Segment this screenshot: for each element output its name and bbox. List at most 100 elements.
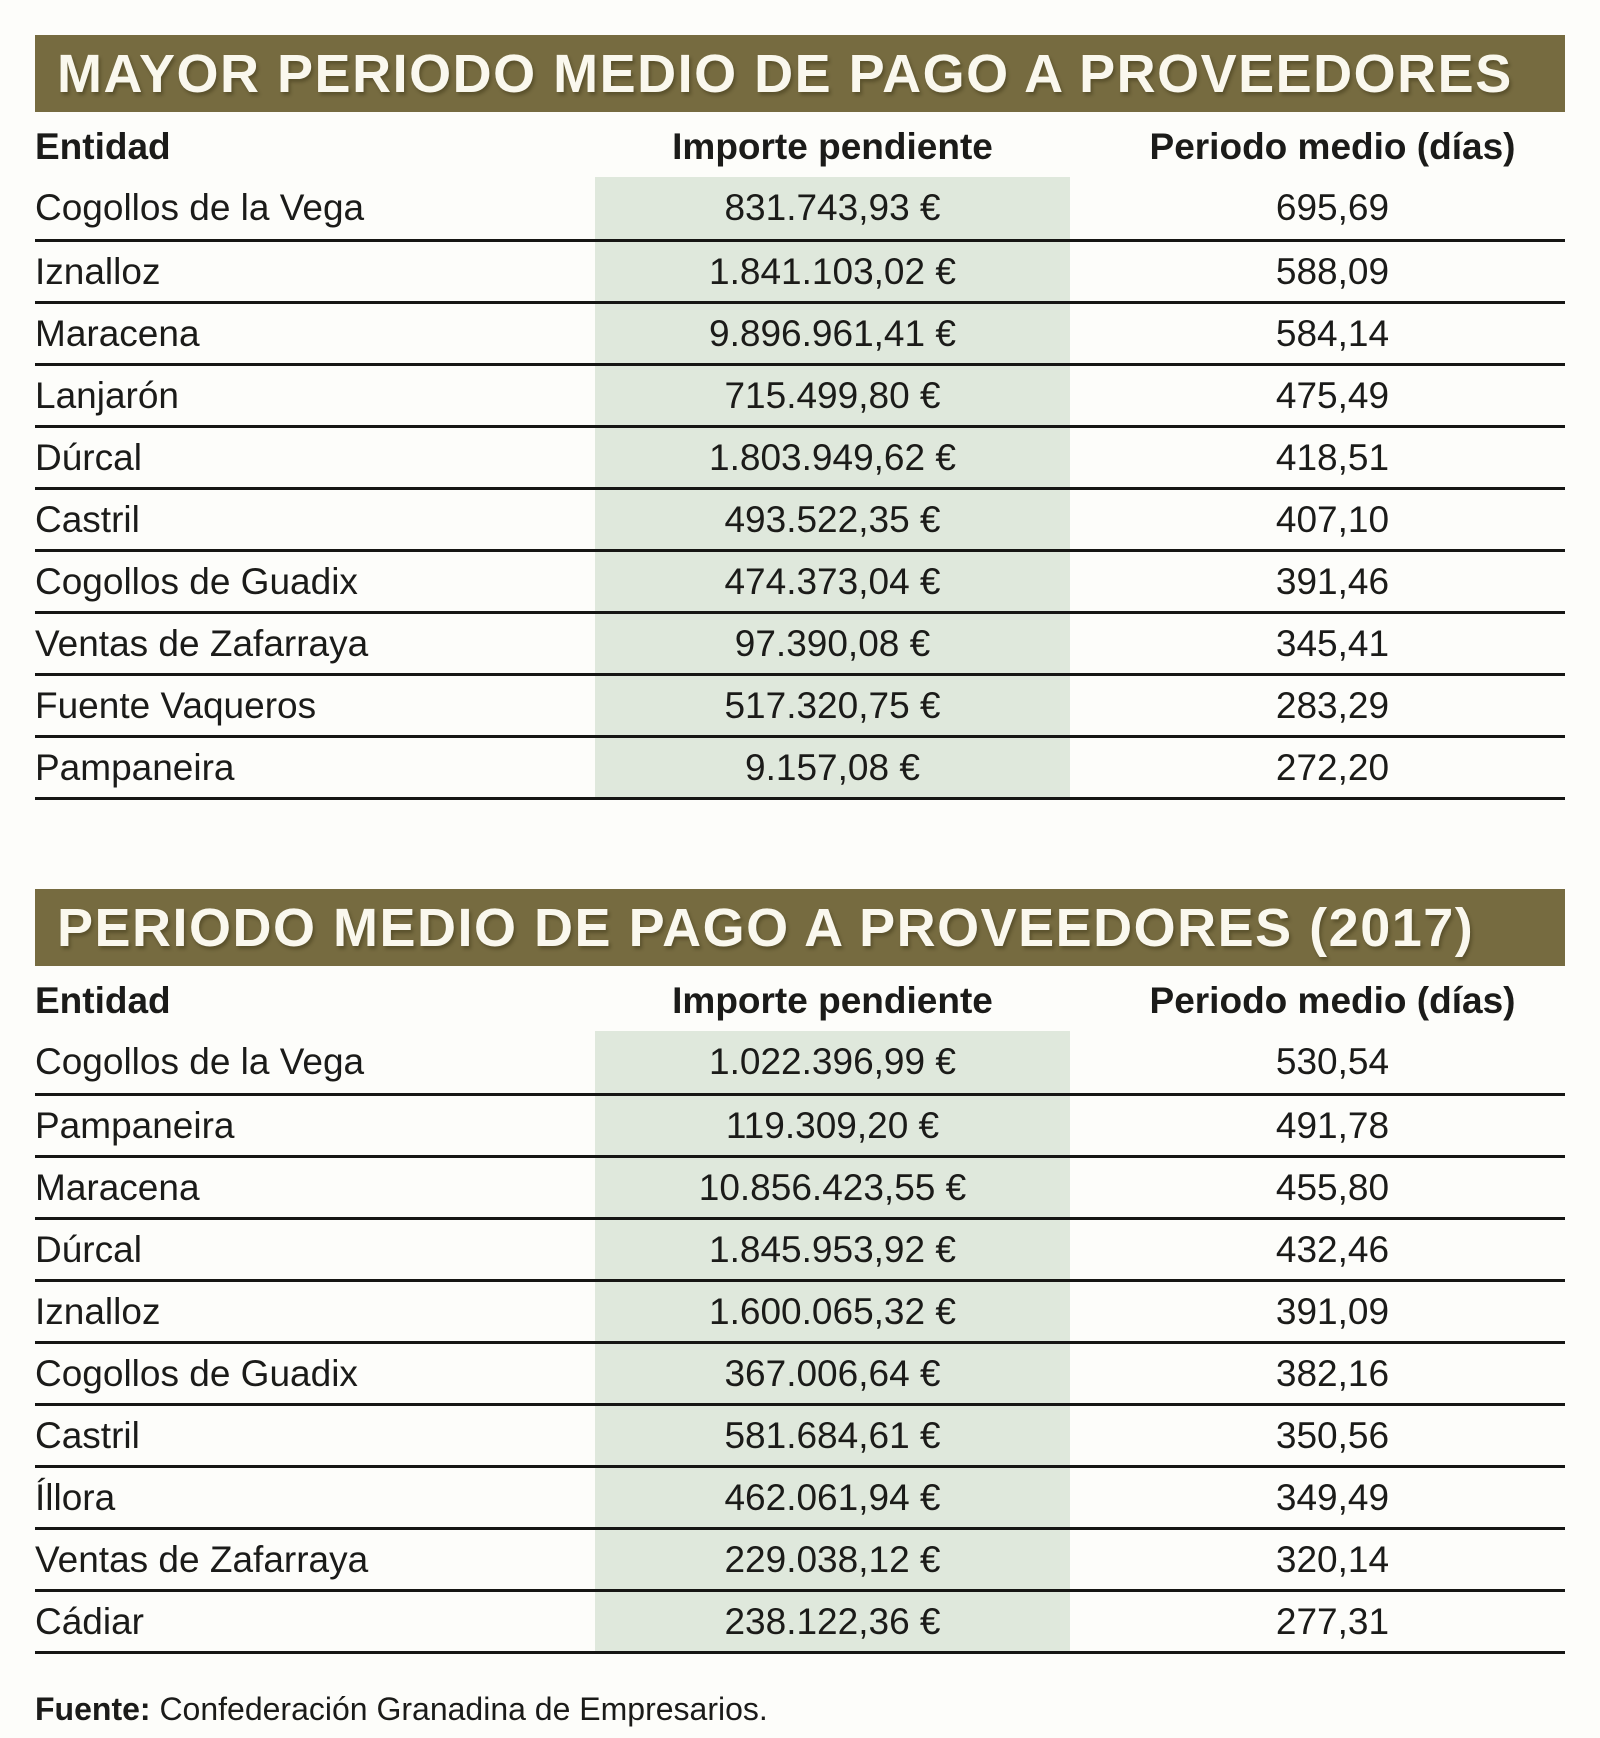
cell-periodo-medio: 432,46 — [1275, 1228, 1390, 1270]
cell-importe-pendiente: 493.522,35 € — [595, 490, 1070, 549]
cell-entidad: Iznalloz — [35, 250, 161, 292]
cell-periodo-medio: 695,69 — [1275, 187, 1390, 228]
cell-periodo-medio: 277,31 — [1275, 1600, 1390, 1642]
cell-periodo-medio: 283,29 — [1275, 684, 1390, 726]
table-row: Lanjarón 715.499,80 € 475,49 — [35, 363, 1565, 425]
table-periodo-2017: PERIODO MEDIO DE PAGO A PROVEEDORES (201… — [35, 889, 1565, 1654]
table2-column-headers: Entidad Importe pendiente Periodo medio … — [35, 966, 1565, 1031]
cell-importe-pendiente: 1.022.396,99 € — [595, 1031, 1070, 1093]
cell-periodo-medio: 349,49 — [1275, 1476, 1390, 1518]
cell-periodo-medio: 588,09 — [1275, 250, 1390, 292]
cell-importe-pendiente: 238.122,36 € — [595, 1592, 1070, 1651]
cell-entidad: Iznalloz — [35, 1290, 161, 1332]
cell-entidad: Castril — [35, 1414, 140, 1456]
cell-entidad: Íllora — [35, 1476, 116, 1518]
source-label: Fuente: — [35, 1691, 151, 1727]
cell-importe-pendiente: 97.390,08 € — [595, 614, 1070, 673]
table-row: Íllora 462.061,94 € 349,49 — [35, 1465, 1565, 1527]
cell-entidad: Pampaneira — [35, 1104, 235, 1146]
cell-periodo-medio: 455,80 — [1275, 1166, 1390, 1208]
cell-importe-pendiente: 1.845.953,92 € — [595, 1220, 1070, 1279]
table1-title-banner: MAYOR PERIODO MEDIO DE PAGO A PROVEEDORE… — [35, 35, 1565, 112]
table-row: Pampaneira 9.157,08 € 272,20 — [35, 735, 1565, 797]
cell-importe-pendiente: 1.600.065,32 € — [595, 1282, 1070, 1341]
cell-entidad: Fuente Vaqueros — [35, 684, 317, 726]
table-row: Castril 581.684,61 € 350,56 — [35, 1403, 1565, 1465]
cell-importe-pendiente: 715.499,80 € — [595, 366, 1070, 425]
cell-importe-pendiente: 517.320,75 € — [595, 676, 1070, 735]
cell-entidad: Cogollos de la Vega — [35, 187, 365, 228]
cell-importe-pendiente: 119.309,20 € — [595, 1096, 1070, 1155]
cell-periodo-medio: 584,14 — [1275, 312, 1390, 354]
cell-entidad: Ventas de Zafarraya — [35, 1538, 369, 1580]
table1-column-headers: Entidad Importe pendiente Periodo medio … — [35, 112, 1565, 177]
cell-importe-pendiente: 367.006,64 € — [595, 1344, 1070, 1403]
table1-title: MAYOR PERIODO MEDIO DE PAGO A PROVEEDORE… — [57, 43, 1513, 104]
cell-importe-pendiente: 1.803.949,62 € — [595, 428, 1070, 487]
table-row: Fuente Vaqueros 517.320,75 € 283,29 — [35, 673, 1565, 735]
table-row: Dúrcal 1.845.953,92 € 432,46 — [35, 1217, 1565, 1279]
cell-periodo-medio: 350,56 — [1275, 1414, 1390, 1456]
cell-importe-pendiente: 581.684,61 € — [595, 1406, 1070, 1465]
table-mayor-periodo: MAYOR PERIODO MEDIO DE PAGO A PROVEEDORE… — [35, 35, 1565, 800]
cell-entidad: Pampaneira — [35, 746, 235, 788]
table2-title-banner: PERIODO MEDIO DE PAGO A PROVEEDORES (201… — [35, 889, 1565, 966]
table-row: Maracena 9.896.961,41 € 584,14 — [35, 301, 1565, 363]
cell-importe-pendiente: 10.856.423,55 € — [595, 1158, 1070, 1217]
cell-entidad: Lanjarón — [35, 374, 180, 416]
table2-body: Cogollos de la Vega 1.022.396,99 € 530,5… — [35, 1031, 1565, 1654]
cell-periodo-medio: 382,16 — [1275, 1352, 1390, 1394]
table2-header-periodo: Periodo medio (días) — [1149, 980, 1516, 1021]
table1-body: Cogollos de la Vega 831.743,93 € 695,69 … — [35, 177, 1565, 800]
table-row: Cogollos de Guadix 367.006,64 € 382,16 — [35, 1341, 1565, 1403]
cell-periodo-medio: 475,49 — [1275, 374, 1390, 416]
cell-entidad: Dúrcal — [35, 436, 142, 478]
table-row: Cogollos de la Vega 1.022.396,99 € 530,5… — [35, 1031, 1565, 1093]
cell-periodo-medio: 345,41 — [1275, 622, 1390, 664]
cell-periodo-medio: 491,78 — [1275, 1104, 1390, 1146]
cell-periodo-medio: 407,10 — [1275, 498, 1390, 540]
table-row: Ventas de Zafarraya 229.038,12 € 320,14 — [35, 1527, 1565, 1589]
cell-importe-pendiente: 9.157,08 € — [595, 738, 1070, 797]
cell-importe-pendiente: 831.743,93 € — [595, 177, 1070, 239]
table1-header-entidad: Entidad — [35, 126, 171, 167]
source-attribution: Fuente: Confederación Granadina de Empre… — [35, 1692, 1565, 1726]
table-row: Castril 493.522,35 € 407,10 — [35, 487, 1565, 549]
cell-entidad: Castril — [35, 498, 140, 540]
cell-periodo-medio: 418,51 — [1275, 436, 1390, 478]
table-row: Iznalloz 1.600.065,32 € 391,09 — [35, 1279, 1565, 1341]
table-row: Iznalloz 1.841.103,02 € 588,09 — [35, 239, 1565, 301]
cell-periodo-medio: 530,54 — [1275, 1041, 1390, 1082]
cell-periodo-medio: 320,14 — [1275, 1538, 1390, 1580]
table1-header-importe: Importe pendiente — [672, 126, 993, 167]
table-row: Maracena 10.856.423,55 € 455,80 — [35, 1155, 1565, 1217]
cell-importe-pendiente: 462.061,94 € — [595, 1468, 1070, 1527]
table-row: Pampaneira 119.309,20 € 491,78 — [35, 1093, 1565, 1155]
cell-entidad: Cogollos de Guadix — [35, 1352, 358, 1394]
table-row: Dúrcal 1.803.949,62 € 418,51 — [35, 425, 1565, 487]
cell-entidad: Cogollos de Guadix — [35, 560, 358, 602]
table2-header-importe: Importe pendiente — [672, 980, 993, 1021]
table-row: Cádiar 238.122,36 € 277,31 — [35, 1589, 1565, 1651]
table-row: Cogollos de la Vega 831.743,93 € 695,69 — [35, 177, 1565, 239]
cell-entidad: Cádiar — [35, 1600, 144, 1642]
cell-entidad: Maracena — [35, 312, 200, 354]
cell-entidad: Dúrcal — [35, 1228, 142, 1270]
cell-periodo-medio: 391,46 — [1275, 560, 1390, 602]
table-row: Ventas de Zafarraya 97.390,08 € 345,41 — [35, 611, 1565, 673]
table2-header-entidad: Entidad — [35, 980, 171, 1021]
cell-periodo-medio: 391,09 — [1275, 1290, 1390, 1332]
cell-importe-pendiente: 229.038,12 € — [595, 1530, 1070, 1589]
table-row: Cogollos de Guadix 474.373,04 € 391,46 — [35, 549, 1565, 611]
table2-title: PERIODO MEDIO DE PAGO A PROVEEDORES (201… — [57, 897, 1475, 958]
cell-importe-pendiente: 474.373,04 € — [595, 552, 1070, 611]
cell-entidad: Ventas de Zafarraya — [35, 622, 369, 664]
cell-periodo-medio: 272,20 — [1275, 746, 1390, 788]
source-text: Confederación Granadina de Empresarios. — [159, 1691, 768, 1727]
cell-importe-pendiente: 9.896.961,41 € — [595, 304, 1070, 363]
table1-header-periodo: Periodo medio (días) — [1149, 126, 1516, 167]
cell-importe-pendiente: 1.841.103,02 € — [595, 242, 1070, 301]
cell-entidad: Maracena — [35, 1166, 200, 1208]
cell-entidad: Cogollos de la Vega — [35, 1041, 365, 1082]
